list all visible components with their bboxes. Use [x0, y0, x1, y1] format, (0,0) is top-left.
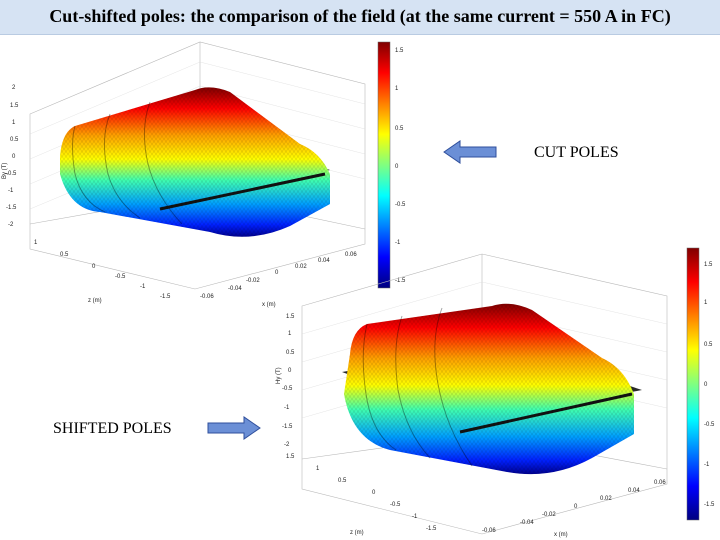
- shifted-poles-plot: 1.5 1 0.5 0 -0.5 -1 -1.5 1.5 1 0.5 0 -0.…: [272, 244, 720, 540]
- svg-text:-0.02: -0.02: [246, 278, 260, 284]
- svg-text:1: 1: [316, 466, 320, 472]
- svg-text:1.5: 1.5: [10, 103, 19, 109]
- svg-text:-0.5: -0.5: [395, 202, 406, 208]
- colorbar: [686, 247, 700, 521]
- svg-text:0: 0: [275, 270, 279, 276]
- svg-text:2: 2: [12, 85, 16, 91]
- cut-poles-plot: 1.5 1 0.5 0 -0.5 -1 -1.5 2 1.5 1 0.5 0 -…: [0, 34, 420, 310]
- svg-text:-0.5: -0.5: [704, 422, 715, 428]
- svg-text:-1: -1: [140, 284, 146, 290]
- svg-text:-1: -1: [284, 405, 290, 411]
- svg-text:-1: -1: [395, 240, 401, 246]
- svg-text:-1.5: -1.5: [426, 526, 437, 532]
- slide-title: Cut-shifted poles: the comparison of the…: [49, 6, 671, 26]
- svg-text:-0.5: -0.5: [282, 386, 293, 392]
- x-axis-ticks: 1 0.5 0 -0.5 -1 -1.5: [34, 240, 171, 300]
- shifted-poles-label: SHIFTED POLES: [53, 420, 172, 437]
- svg-text:0.5: 0.5: [10, 137, 19, 143]
- svg-text:1: 1: [12, 120, 16, 126]
- svg-text:0: 0: [704, 382, 708, 388]
- svg-text:0.5: 0.5: [60, 252, 69, 258]
- colorbar-ticks: 1.5 1 0.5 0 -0.5 -1 -1.5: [395, 48, 406, 284]
- svg-text:1.5: 1.5: [286, 454, 295, 460]
- svg-text:0.06: 0.06: [654, 480, 666, 486]
- z-axis-label: By (T): [2, 163, 8, 179]
- svg-text:0.04: 0.04: [318, 258, 330, 264]
- arrow-left-icon: [443, 140, 497, 164]
- svg-text:-0.5: -0.5: [115, 274, 126, 280]
- y-axis-label: x (m): [262, 302, 276, 308]
- svg-text:0.5: 0.5: [338, 478, 347, 484]
- y-axis-ticks: 0.06 0.04 0.02 0 -0.02 -0.04 -0.06: [200, 252, 357, 300]
- colorbar: [377, 41, 391, 289]
- svg-text:1.5: 1.5: [395, 48, 404, 54]
- svg-text:-0.5: -0.5: [6, 171, 17, 177]
- z-axis-label: Hy (T): [276, 367, 282, 384]
- svg-text:0: 0: [12, 154, 16, 160]
- svg-text:0: 0: [288, 368, 292, 374]
- svg-text:-0.06: -0.06: [200, 294, 214, 300]
- svg-text:1.5: 1.5: [286, 314, 295, 320]
- svg-text:-1.5: -1.5: [395, 278, 406, 284]
- cut-poles-surface: [60, 87, 330, 237]
- svg-text:1: 1: [34, 240, 38, 246]
- svg-text:-1: -1: [412, 514, 418, 520]
- svg-text:-0.5: -0.5: [390, 502, 401, 508]
- svg-text:-1.5: -1.5: [704, 502, 715, 508]
- svg-text:0.04: 0.04: [628, 488, 640, 494]
- svg-text:0.5: 0.5: [704, 342, 713, 348]
- svg-text:-2: -2: [284, 442, 290, 448]
- svg-text:0: 0: [92, 264, 96, 270]
- cut-poles-label: CUT POLES: [534, 144, 619, 161]
- svg-text:0: 0: [574, 504, 578, 510]
- title-bar: [0, 0, 720, 35]
- svg-text:0: 0: [372, 490, 376, 496]
- svg-text:1: 1: [288, 331, 292, 337]
- svg-text:0.02: 0.02: [295, 264, 307, 270]
- svg-text:-2: -2: [8, 222, 14, 228]
- svg-text:0.5: 0.5: [286, 350, 295, 356]
- svg-text:0.02: 0.02: [600, 496, 612, 502]
- x-axis-label: z (m): [88, 298, 102, 304]
- svg-text:-1.5: -1.5: [160, 294, 171, 300]
- svg-text:0.5: 0.5: [395, 126, 404, 132]
- svg-text:1: 1: [704, 300, 708, 306]
- svg-text:0.06: 0.06: [345, 252, 357, 258]
- svg-text:1: 1: [395, 86, 399, 92]
- svg-text:-1.5: -1.5: [6, 205, 17, 211]
- y-axis-label: x (m): [554, 532, 568, 538]
- arrow-right-icon: [207, 416, 261, 440]
- svg-text:1.5: 1.5: [704, 262, 713, 268]
- svg-text:-0.04: -0.04: [520, 520, 534, 526]
- shifted-poles-surface: [342, 303, 642, 475]
- svg-text:-1: -1: [8, 188, 14, 194]
- svg-text:-0.02: -0.02: [542, 512, 556, 518]
- svg-text:0: 0: [395, 164, 399, 170]
- z-axis-ticks: 2 1.5 1 0.5 0 -0.5 -1 -1.5 -2: [6, 85, 19, 228]
- x-axis-label: z (m): [350, 530, 364, 536]
- svg-text:-0.06: -0.06: [482, 528, 496, 534]
- svg-text:-1.5: -1.5: [282, 424, 293, 430]
- svg-text:-0.04: -0.04: [228, 286, 242, 292]
- svg-text:-1: -1: [704, 462, 710, 468]
